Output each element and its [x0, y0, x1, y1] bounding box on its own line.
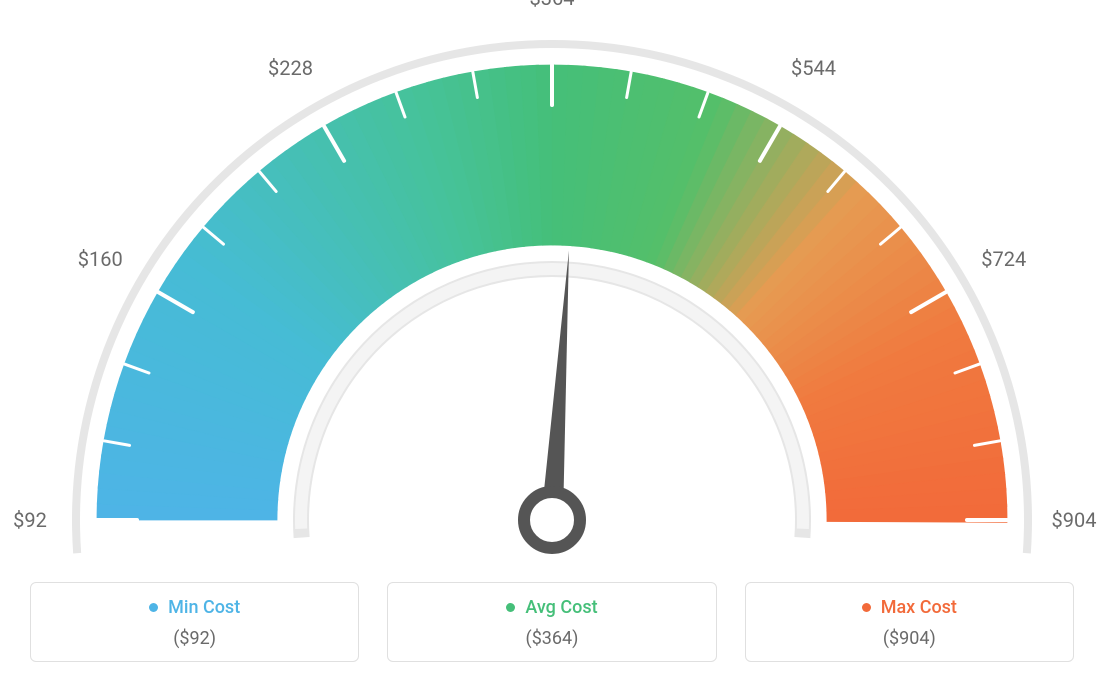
legend-card-avg: Avg Cost ($364)	[387, 582, 716, 662]
legend-title-max-text: Max Cost	[881, 597, 957, 618]
legend-title-max: Max Cost	[862, 597, 957, 618]
gauge-svg	[0, 0, 1104, 560]
legend-title-avg-text: Avg Cost	[525, 597, 597, 618]
gauge-tick-label: $364	[530, 0, 575, 10]
legend-title-min: Min Cost	[149, 597, 240, 618]
legend-row: Min Cost ($92) Avg Cost ($364) Max Cost …	[30, 582, 1074, 662]
legend-value-min: ($92)	[41, 628, 348, 649]
gauge-container: $92 $160 $228 $364 $544 $724 $904	[0, 0, 1104, 560]
legend-title-min-text: Min Cost	[168, 597, 240, 618]
legend-card-min: Min Cost ($92)	[30, 582, 359, 662]
legend-dot-avg	[506, 603, 515, 612]
gauge-tick-label: $228	[268, 56, 313, 80]
legend-card-max: Max Cost ($904)	[745, 582, 1074, 662]
gauge-tick-label: $92	[13, 508, 47, 532]
gauge-tick-label: $724	[981, 247, 1026, 271]
gauge-tick-label: $160	[78, 247, 123, 271]
legend-dot-max	[862, 603, 871, 612]
legend-dot-min	[149, 603, 158, 612]
gauge-tick-label: $544	[791, 56, 836, 80]
gauge-tick-label: $904	[1052, 508, 1097, 532]
legend-title-avg: Avg Cost	[506, 597, 597, 618]
legend-value-avg: ($364)	[398, 628, 705, 649]
legend-value-max: ($904)	[756, 628, 1063, 649]
